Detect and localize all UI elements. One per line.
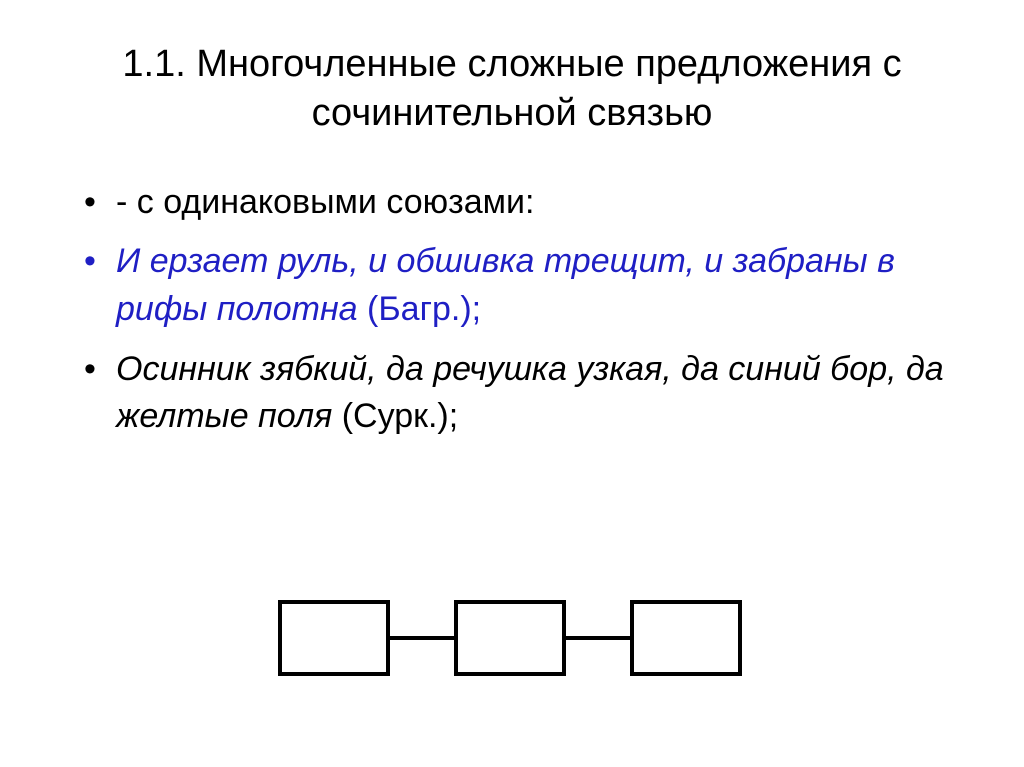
bullet-example-1-src: (Багр.); — [367, 290, 481, 328]
bullet-intro: - с одинаковыми союзами: — [80, 179, 964, 227]
chain-diagram — [270, 592, 750, 697]
bullet-example-2: Осинник зябкий, да речушка узкая, да син… — [80, 346, 964, 441]
bullet-list: - с одинаковыми союзами: И ерзает руль, … — [80, 179, 964, 441]
bullet-example-1-text: И ерзает руль, и обшивка трещит, и забра… — [116, 242, 895, 328]
bullet-example-2-text: Осинник зябкий, да речушка узкая, да син… — [116, 350, 944, 436]
bullet-example-1: И ерзает руль, и обшивка трещит, и забра… — [80, 238, 964, 333]
slide-title: 1.1. Многочленные сложные предложения с … — [60, 40, 964, 139]
chain-diagram-svg — [270, 592, 750, 692]
bullet-intro-text: - с одинаковыми союзами: — [116, 183, 534, 221]
bullet-example-2-src: (Сурк.); — [342, 397, 459, 435]
slide: 1.1. Многочленные сложные предложения с … — [0, 0, 1024, 767]
